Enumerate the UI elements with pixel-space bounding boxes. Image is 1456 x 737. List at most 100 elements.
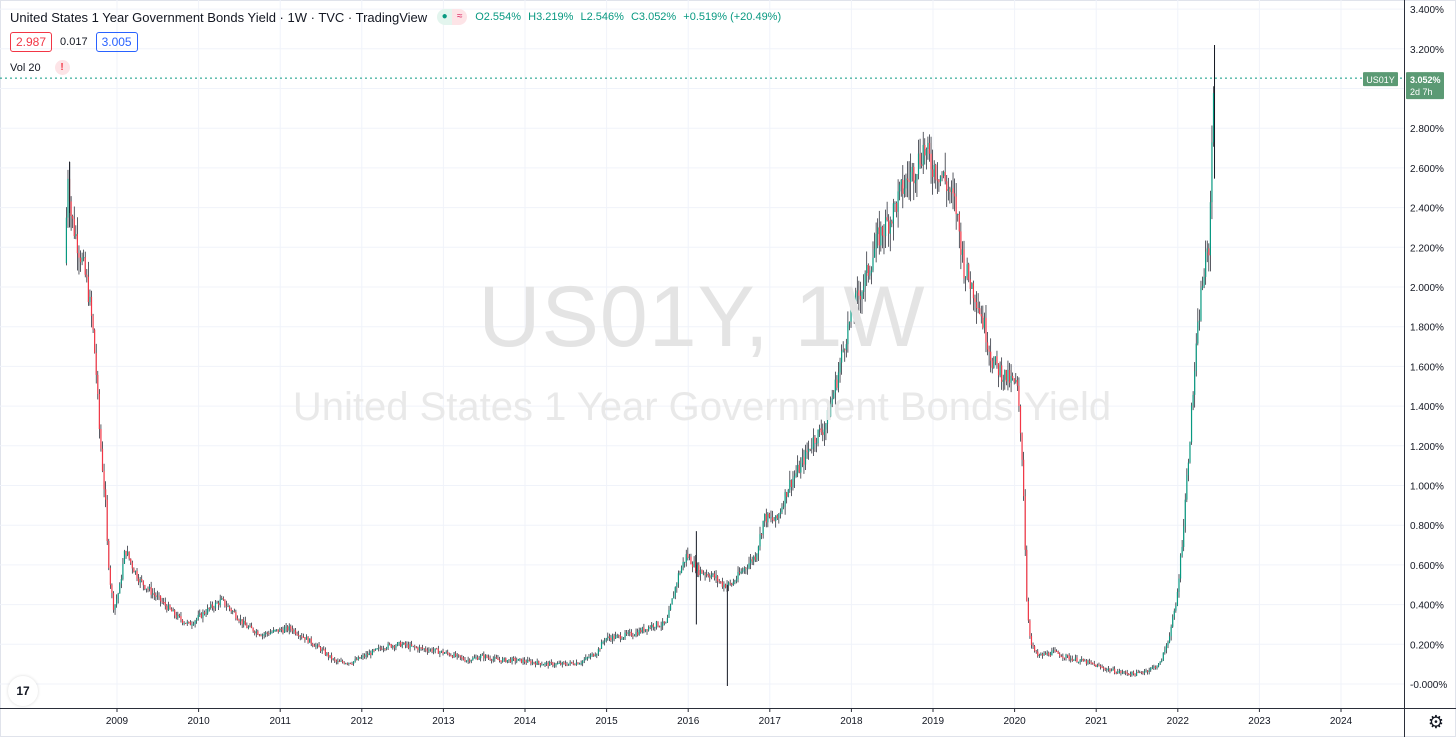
candle-body <box>830 403 832 417</box>
candle-body <box>418 647 421 651</box>
candle-body <box>946 181 948 192</box>
candle-body <box>225 605 228 607</box>
candle-body <box>141 579 143 581</box>
grid-layer <box>0 0 1404 708</box>
candle-body <box>1159 661 1161 664</box>
candle-body <box>855 292 857 312</box>
x-tick-label: 2013 <box>432 716 455 727</box>
candle-body <box>1092 662 1094 664</box>
delayed-data-icon: ≈ <box>452 9 468 25</box>
candle-body <box>1029 620 1031 637</box>
candle-body <box>621 638 623 640</box>
candle-body <box>906 178 909 181</box>
candle-body <box>880 226 882 246</box>
candle-body <box>70 201 72 217</box>
candle-body <box>411 644 413 646</box>
candle-body <box>647 626 650 631</box>
candle-body <box>189 621 191 626</box>
candle-body <box>481 654 483 656</box>
candle-body <box>128 551 130 559</box>
candle-body <box>1030 636 1033 645</box>
volume-indicator-row[interactable]: Vol 20 ! <box>10 60 70 75</box>
candle-body <box>119 583 121 594</box>
candle-body <box>905 178 907 189</box>
warning-icon[interactable]: ! <box>54 60 70 75</box>
candle-body <box>585 657 587 660</box>
tradingview-logo-icon[interactable]: 17 <box>8 676 38 706</box>
candle-body <box>798 464 800 473</box>
candle-body <box>1037 651 1039 657</box>
buy-price-button[interactable]: 3.005 <box>95 32 138 52</box>
candle-body <box>208 607 210 609</box>
candle-body <box>1114 668 1116 673</box>
candle-body <box>222 598 224 600</box>
candle-body <box>626 632 628 634</box>
candle-body <box>979 308 981 315</box>
candle-body <box>751 559 753 562</box>
candle-body <box>604 640 606 642</box>
candle-body <box>977 308 979 310</box>
candle-body <box>1211 142 1213 203</box>
y-tick-label: 0.200% <box>1410 640 1444 651</box>
y-tick-label: 2.600% <box>1410 164 1444 175</box>
candle-body <box>1154 666 1157 669</box>
candle-body <box>1187 462 1190 476</box>
status-pill[interactable]: ● ≈ <box>437 9 468 25</box>
candle-body <box>439 651 441 654</box>
candle-body <box>1082 658 1084 662</box>
candle-body <box>296 633 298 635</box>
candle-body <box>666 617 669 623</box>
candle-body <box>690 556 692 565</box>
candle-body <box>1212 93 1215 143</box>
candle-body <box>144 585 146 590</box>
candle-body <box>1093 663 1095 665</box>
candle-body <box>305 636 308 640</box>
candle-body <box>756 554 758 560</box>
candle-body <box>288 626 290 631</box>
candle-body <box>1049 655 1051 657</box>
candle-body <box>1123 671 1125 673</box>
candle-body <box>886 217 888 221</box>
candle-body <box>423 648 425 650</box>
candle-body <box>315 645 317 647</box>
candle-body <box>1189 442 1191 463</box>
candle-body <box>616 635 618 637</box>
candle-body <box>731 583 733 586</box>
candle-body <box>1065 654 1067 658</box>
candle-body <box>374 648 377 651</box>
candle-body <box>484 655 486 659</box>
symbol-title[interactable]: United States 1 Year Government Bonds Yi… <box>10 9 428 25</box>
candle-body <box>619 635 621 640</box>
candle-body <box>150 586 152 595</box>
candle-body <box>503 658 505 660</box>
candle-body <box>994 356 996 362</box>
y-tick-label: 2.000% <box>1410 283 1444 294</box>
candle-body <box>282 629 284 633</box>
candle-body <box>392 645 394 648</box>
gear-icon[interactable]: ⚙ <box>1427 711 1445 732</box>
candle-body <box>1041 653 1044 656</box>
sell-price-button[interactable]: 2.987 <box>10 32 53 52</box>
candle-body <box>505 658 507 663</box>
candle-body <box>828 409 830 417</box>
candle-body <box>313 645 315 647</box>
candle-body <box>767 513 769 523</box>
candle-body <box>517 658 519 661</box>
candle-body <box>527 659 529 663</box>
candle-body <box>749 559 752 564</box>
candle-body <box>389 643 391 645</box>
candle-body <box>560 662 562 665</box>
candle-body <box>1096 665 1098 667</box>
candle-body <box>935 165 937 180</box>
candle-body <box>806 450 808 453</box>
candle-body <box>1002 379 1004 382</box>
candle-body <box>740 571 742 574</box>
candle-body <box>309 638 311 643</box>
candle-body <box>586 657 588 659</box>
candle-body <box>321 649 323 652</box>
candle-body <box>665 622 667 624</box>
candle-body <box>1024 496 1026 550</box>
candle-body <box>535 663 537 665</box>
candle-body <box>89 296 91 303</box>
